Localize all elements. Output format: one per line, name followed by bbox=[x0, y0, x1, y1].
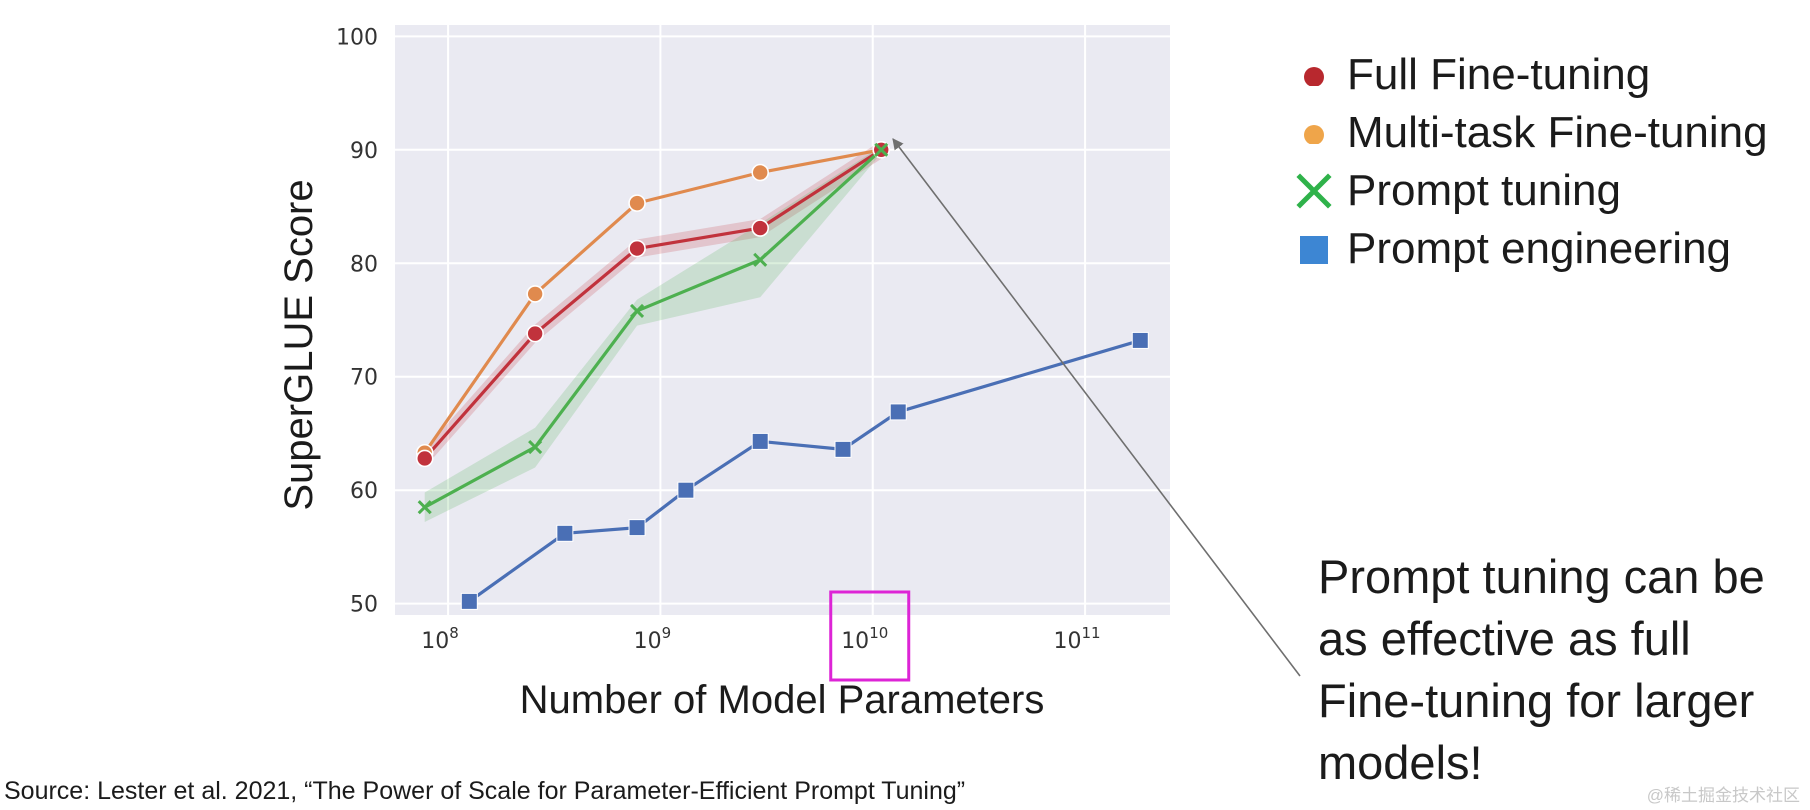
point-full-fine-tuning-3 bbox=[751, 219, 770, 237]
point-prompt-engineering-0 bbox=[460, 592, 478, 610]
x-tick-label-1e9: 109 bbox=[634, 624, 672, 654]
point-prompt-engineering-5 bbox=[834, 440, 852, 458]
y-tick-label-50: 50 bbox=[350, 593, 378, 618]
point-prompt-engineering-7 bbox=[1131, 331, 1149, 349]
plot-area bbox=[395, 25, 1170, 615]
y-tick-labels: 50 60 70 80 90 100 bbox=[336, 25, 378, 617]
legend-swatch-full-fine-tuning bbox=[1304, 67, 1324, 86]
x-tick-label-1e8: 108 bbox=[421, 624, 459, 654]
source-citation: Source: Lester et al. 2021, “The Power o… bbox=[4, 777, 966, 805]
point-full-fine-tuning-2 bbox=[628, 239, 646, 258]
point-prompt-engineering-2 bbox=[628, 519, 646, 537]
point-multi-task-fine-tuning-3 bbox=[751, 163, 770, 182]
legend-square-icon bbox=[1295, 234, 1333, 264]
legend-item-prompt-tuning: Prompt tuning bbox=[1295, 162, 1768, 220]
y-axis-title: SuperGLUE Score bbox=[277, 179, 321, 510]
legend: Full Fine-tuning Multi-task Fine-tuning … bbox=[1295, 46, 1768, 278]
x-tick-labels: 108 109 1010 1011 bbox=[421, 624, 1100, 654]
grid-lines bbox=[395, 25, 1170, 615]
watermark: @稀土掘金技术社区 bbox=[1646, 786, 1800, 805]
point-full-fine-tuning-1 bbox=[526, 324, 544, 343]
line-prompt-engineering bbox=[468, 338, 1141, 603]
point-prompt-tuning-1 bbox=[528, 440, 543, 455]
legend-swatch-prompt-engineering bbox=[1300, 236, 1328, 264]
point-prompt-engineering-4 bbox=[751, 432, 769, 450]
y-tick-label-60: 60 bbox=[350, 479, 378, 504]
y-tick-label-80: 80 bbox=[350, 252, 378, 277]
x-tick-label-1e10: 1010 bbox=[841, 624, 888, 654]
legend-swatch-multi-task bbox=[1304, 125, 1324, 144]
point-prompt-engineering-6 bbox=[889, 403, 907, 421]
legend-swatch-prompt-tuning bbox=[1296, 173, 1332, 209]
point-prompt-engineering-3 bbox=[677, 481, 695, 499]
legend-label: Prompt engineering bbox=[1347, 224, 1732, 273]
y-tick-label-70: 70 bbox=[350, 366, 378, 391]
point-prompt-tuning-2 bbox=[629, 303, 645, 318]
legend-label: Prompt tuning bbox=[1347, 166, 1621, 215]
x-axis-title: Number of Model Parameters bbox=[520, 678, 1045, 722]
legend-label: Full Fine-tuning bbox=[1347, 50, 1651, 99]
series-markers bbox=[415, 141, 1149, 610]
x-tick-label-1e11: 1011 bbox=[1054, 624, 1101, 654]
legend-x-icon bbox=[1295, 173, 1333, 209]
point-prompt-engineering-1 bbox=[556, 524, 574, 542]
legend-circle-icon bbox=[1295, 64, 1333, 86]
highlight-box-10-10 bbox=[829, 590, 911, 682]
point-multi-task-fine-tuning-2 bbox=[628, 194, 646, 212]
point-multi-task-fine-tuning-1 bbox=[526, 285, 544, 303]
point-prompt-tuning-0 bbox=[417, 500, 432, 515]
point-prompt-tuning-4 bbox=[874, 142, 889, 157]
y-tick-label-90: 90 bbox=[350, 139, 378, 164]
legend-item-multi-task-fine-tuning: Multi-task Fine-tuning bbox=[1295, 104, 1768, 162]
point-full-fine-tuning-0 bbox=[415, 449, 434, 468]
band-prompt-tuning bbox=[424, 146, 882, 522]
legend-circle-icon bbox=[1295, 122, 1333, 144]
y-tick-label-100: 100 bbox=[336, 25, 378, 50]
annotation-text: Prompt tuning can be as effective as ful… bbox=[1318, 550, 1765, 789]
point-prompt-tuning-3 bbox=[753, 252, 768, 267]
legend-item-full-fine-tuning: Full Fine-tuning bbox=[1295, 46, 1768, 104]
legend-item-prompt-engineering: Prompt engineering bbox=[1295, 220, 1768, 278]
legend-label: Multi-task Fine-tuning bbox=[1347, 108, 1768, 157]
annotation-arrow bbox=[892, 138, 1301, 677]
